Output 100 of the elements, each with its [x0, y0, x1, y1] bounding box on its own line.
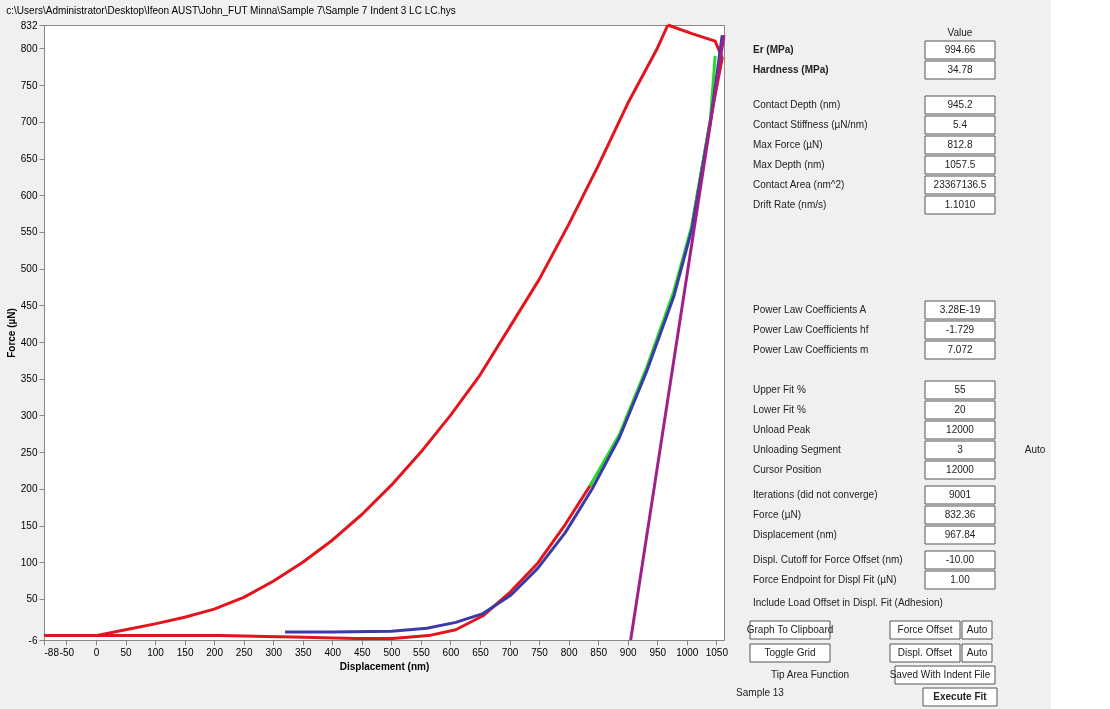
category-label: Unloading Segment	[753, 444, 842, 455]
category-label: Contact Depth (nm)	[753, 99, 841, 110]
category-label: Contact Stiffness (µN/nm)	[753, 119, 868, 130]
y-tick-label: 600	[20, 189, 38, 201]
text: Value	[947, 27, 973, 38]
text: 3.28E-19	[939, 304, 981, 315]
category-label: Power Law Coefficients hf	[753, 324, 869, 335]
x-tick-label: 300	[265, 646, 283, 658]
text: 7.072	[947, 344, 973, 355]
x-tick-label: 900	[619, 646, 637, 658]
text: Displ. Offset	[897, 647, 953, 658]
text: 55	[954, 384, 966, 395]
category-label: Lower Fit %	[753, 404, 806, 415]
category-label: Drift Rate (nm/s)	[753, 199, 827, 210]
x-tick-label: 0	[93, 646, 100, 658]
x-tick-label: 750	[531, 646, 549, 658]
x-tick-label: 950	[649, 646, 667, 658]
text: 967.84	[944, 529, 976, 540]
category-label: Hardness (MPa)	[753, 64, 829, 75]
category-label: Displ. Cutoff for Force Offset (nm)	[753, 554, 903, 565]
x-tick-label: 350	[294, 646, 313, 658]
text: 9001	[948, 489, 972, 500]
x-tick-label: -88	[44, 646, 60, 658]
y-tick-label: 50	[26, 593, 38, 605]
x-tick-label: 650	[472, 646, 490, 658]
y-tick-label: 650	[20, 153, 38, 165]
y-tick-label: 832	[20, 19, 38, 31]
text: Sample 13	[736, 687, 785, 698]
y-tick-label: 750	[20, 79, 38, 91]
y-tick-label: 100	[20, 556, 38, 568]
x-tick-label: 800	[560, 646, 578, 658]
text: 945.2	[947, 99, 973, 110]
category-label: Upper Fit %	[753, 384, 806, 395]
text: 1057.5	[944, 159, 976, 170]
y-tick-label: 350	[20, 373, 38, 385]
text: Auto	[966, 624, 988, 635]
x-tick-label: 550	[413, 646, 431, 658]
y-axis-title: Force (µN)	[5, 308, 17, 358]
x-tick-label: 450	[354, 646, 372, 658]
text: 12000	[946, 424, 974, 435]
text: 994.66	[944, 44, 976, 55]
y-tick-label: 400	[20, 336, 38, 348]
y-tick-label: 550	[20, 226, 38, 238]
category-label: Cursor Position	[753, 464, 822, 475]
category-label: Iterations (did not converge)	[753, 489, 878, 500]
x-tick-label: 700	[501, 646, 519, 658]
chart-title: c:\Users\Administrator\Desktop\Ifeon AUST\John_FUT Minna\Sample 7\Sample 7 Indent 3 LC LC.hys	[6, 5, 456, 16]
x-tick-label: 100	[147, 646, 165, 658]
text: 1.00	[950, 574, 970, 585]
category-label: Include Load Offset in Displ. Fit (Adhesion)	[753, 597, 943, 608]
text: 23367136.5	[933, 179, 987, 190]
y-tick-label: 500	[20, 263, 38, 275]
category-label: Er (MPa)	[753, 44, 794, 55]
x-tick-label: 400	[324, 646, 342, 658]
x-tick-label: 250	[235, 646, 253, 658]
text: Force Offset	[897, 624, 953, 635]
x-tick-label: 1000	[676, 646, 699, 658]
y-tick-label: 300	[20, 409, 38, 421]
text: 5.4	[953, 119, 967, 130]
y-tick-label: 450	[20, 299, 38, 311]
text: Execute Fit	[933, 691, 988, 702]
x-tick-label: -50	[59, 646, 75, 658]
x-tick-label: 50	[120, 646, 133, 658]
y-tick-label: 150	[20, 520, 38, 532]
text: Saved With Indent File	[889, 669, 991, 680]
text: -10.00	[945, 554, 975, 565]
text: 3	[957, 444, 963, 455]
text: 812.8	[947, 139, 973, 150]
text: Auto	[966, 647, 988, 658]
text: Graph To Clipboard	[746, 624, 834, 635]
category-label: Unload Peak	[753, 424, 812, 435]
x-tick-label: 150	[176, 646, 194, 658]
category-label: Displacement (nm)	[753, 529, 837, 540]
text: 12000	[946, 464, 974, 475]
y-tick-label: -6	[28, 634, 38, 646]
y-tick-label: 200	[20, 483, 38, 495]
category-label: Max Force (µN)	[753, 139, 823, 150]
category-label: Force Endpoint for Displ Fit (µN)	[753, 574, 897, 585]
y-tick-label: 800	[20, 42, 38, 54]
x-tick-label: 500	[383, 646, 401, 658]
category-label: Power Law Coefficients A	[753, 304, 867, 315]
x-axis-title: Displacement (nm)	[339, 660, 430, 672]
x-tick-label: 1050	[705, 646, 729, 658]
y-tick-label: 700	[20, 116, 38, 128]
category-label: Power Law Coefficients m	[753, 344, 869, 355]
text: Auto	[1024, 444, 1046, 455]
text: 1.1010	[944, 199, 976, 210]
text: 832.36	[944, 509, 976, 520]
x-tick-label: 600	[442, 646, 460, 658]
y-tick-label: 250	[20, 446, 38, 458]
text: 20	[954, 404, 966, 415]
category-label: Max Depth (nm)	[753, 159, 825, 170]
x-tick-label: 850	[590, 646, 608, 658]
category-label: Contact Area (nm^2)	[753, 179, 845, 190]
text: Tip Area Function	[770, 669, 850, 680]
text: 34.78	[947, 64, 973, 75]
text: -1.729	[945, 324, 975, 335]
text: Toggle Grid	[764, 647, 816, 658]
category-label: Force (µN)	[753, 509, 801, 520]
x-tick-label: 200	[206, 646, 224, 658]
